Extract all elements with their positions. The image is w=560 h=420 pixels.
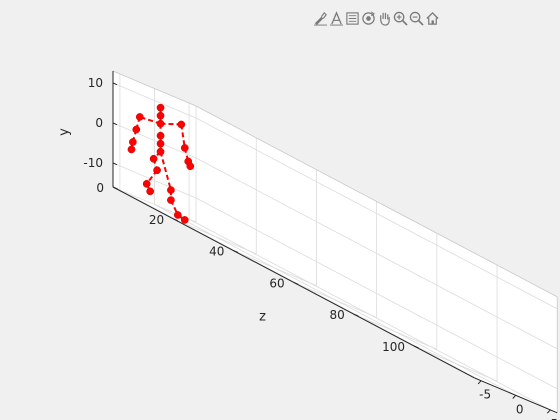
y-tick [112, 162, 118, 166]
x-tick-label: 0 [516, 402, 524, 416]
data-segment [159, 151, 172, 191]
datatip-icon[interactable] [329, 9, 344, 27]
x-tick-label: -5 [479, 388, 491, 402]
box-edge [112, 70, 197, 107]
data-point [156, 103, 165, 112]
z-tick [112, 186, 118, 190]
data-point [132, 125, 141, 134]
data-point [167, 196, 175, 204]
data-point [146, 187, 155, 196]
home-icon[interactable] [425, 9, 440, 27]
z-tick-label: 80 [330, 308, 345, 322]
zoom-out-icon[interactable] [409, 9, 424, 27]
z-tick-label: 60 [269, 276, 284, 290]
x-tick [546, 409, 551, 414]
data-point [156, 147, 165, 156]
y-tick-label: 0 [95, 116, 103, 130]
rotate-3d-icon[interactable] [361, 9, 376, 27]
data-point [173, 211, 182, 219]
z-tick [353, 313, 359, 317]
y-gridline-wall [195, 157, 558, 350]
z-tick [413, 345, 419, 349]
data-point [186, 162, 195, 171]
data-point [180, 144, 189, 152]
x-gridline-floor [119, 189, 482, 382]
z-tick-label: 100 [382, 340, 405, 354]
data-series [127, 103, 195, 224]
pan-hand-icon[interactable] [377, 9, 392, 27]
brush-icon[interactable] [313, 9, 328, 27]
z-tick [293, 281, 299, 285]
z-tick-label: 20 [149, 213, 164, 227]
data-point [180, 216, 189, 224]
z-tick-label: 40 [209, 245, 224, 259]
data-point [156, 139, 165, 148]
y-tick-label: -10 [83, 156, 103, 170]
data-point [135, 113, 144, 121]
x-tick [512, 394, 517, 399]
z-tick [173, 218, 178, 222]
x-gridline-floor [154, 204, 516, 396]
data-point [177, 120, 186, 129]
z-axis-label: z [259, 309, 266, 324]
axes-frame [112, 70, 558, 414]
data-point [127, 145, 136, 154]
data-segment [180, 124, 186, 149]
y-axis-label: y [57, 128, 72, 136]
z-tick-label: 0 [96, 181, 104, 195]
legend-icon[interactable] [345, 9, 360, 27]
x-gridline-floor [188, 218, 551, 411]
figure-toolbar [313, 8, 441, 28]
grid-lines [112, 71, 558, 413]
y-gridline-wall [195, 197, 558, 390]
data-point [156, 119, 165, 128]
y-tick-label: 10 [88, 76, 103, 90]
y-tick [112, 122, 118, 126]
y-gridline-wall [195, 117, 558, 310]
x-tick-label: 5 [550, 417, 558, 420]
x-tick [477, 380, 482, 385]
box-edge [195, 105, 558, 298]
data-point [129, 138, 137, 146]
data-point [153, 166, 161, 175]
data-point [156, 131, 165, 140]
z-tick [233, 250, 239, 253]
data-point [167, 186, 175, 194]
data-point [149, 154, 158, 163]
data-point [156, 111, 165, 120]
data-point [142, 180, 151, 188]
y-tick [112, 82, 118, 86]
zoom-in-icon[interactable] [393, 9, 408, 27]
